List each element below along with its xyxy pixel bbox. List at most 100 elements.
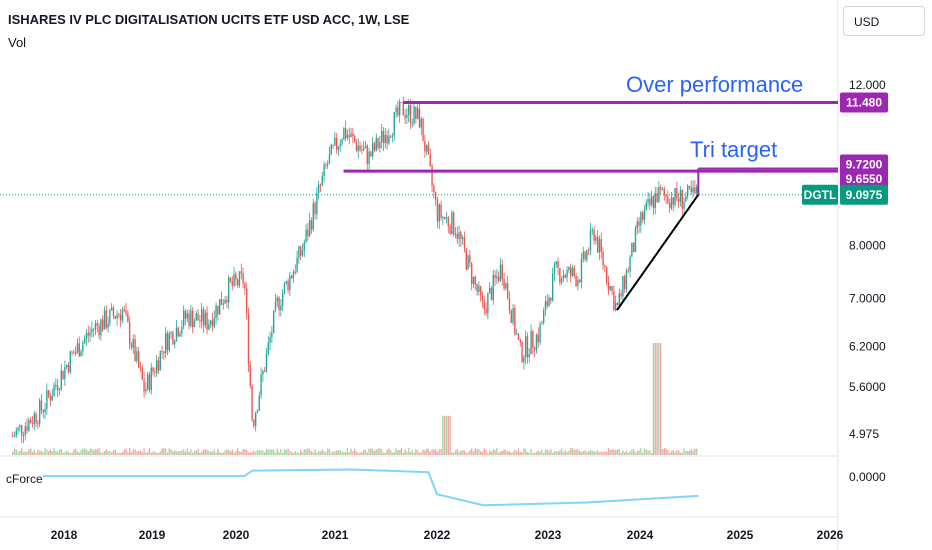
volume-bar xyxy=(551,452,554,455)
volume-bar xyxy=(64,452,66,455)
volume-bar xyxy=(118,452,120,455)
volume-bar xyxy=(96,449,98,455)
volume-bar xyxy=(256,450,259,455)
volume-bar xyxy=(145,452,147,455)
volume-bar xyxy=(400,448,403,455)
volume-bar xyxy=(627,452,629,455)
candle-body xyxy=(598,239,601,253)
candle-body xyxy=(269,337,271,343)
volume-bar xyxy=(316,452,318,455)
currency-selector[interactable]: USD xyxy=(843,6,925,36)
volume-bar xyxy=(154,451,156,455)
volume-bar xyxy=(650,452,653,455)
candle-body xyxy=(454,233,457,235)
volume-bar xyxy=(645,449,647,455)
candle-body xyxy=(182,310,185,327)
volume-bar xyxy=(575,449,577,455)
candle-body xyxy=(449,226,451,234)
candle-body xyxy=(62,370,64,380)
ticker-badge xyxy=(802,184,838,205)
candle-body xyxy=(476,284,478,292)
volume-bar xyxy=(595,451,597,455)
candle-body xyxy=(164,332,167,354)
volume-bar xyxy=(179,450,181,455)
candle-body xyxy=(159,351,161,371)
volume-bar xyxy=(132,449,134,455)
candle-body xyxy=(42,410,44,413)
candle-body xyxy=(227,277,230,303)
candle-body xyxy=(334,137,336,146)
candle-body xyxy=(532,331,534,348)
candle-body xyxy=(344,128,347,139)
volume-bar xyxy=(82,448,84,455)
volume-bar xyxy=(74,448,77,455)
candle-body xyxy=(636,221,638,229)
volume-bar xyxy=(604,451,606,455)
volume-bar xyxy=(470,448,473,455)
volume-bar xyxy=(287,448,289,455)
candle-body xyxy=(123,309,125,311)
volume-bar xyxy=(319,451,322,455)
volume-bar xyxy=(508,451,511,455)
candle-body xyxy=(13,435,16,437)
candle-body xyxy=(591,229,593,231)
volume-bar xyxy=(355,451,358,455)
candle-body xyxy=(528,354,530,358)
volume-bar xyxy=(641,452,644,455)
volume-bar xyxy=(76,451,79,455)
candle-body xyxy=(128,322,131,345)
candle-body xyxy=(470,263,473,285)
candle-body xyxy=(141,367,143,380)
candle-body xyxy=(605,267,608,283)
volume-bar xyxy=(652,343,655,455)
volume-bar xyxy=(51,451,53,455)
volume-bar xyxy=(112,450,115,455)
volume-bar xyxy=(499,451,502,455)
candle-body xyxy=(150,367,152,391)
candle-body xyxy=(506,283,509,299)
volume-bar xyxy=(397,450,399,455)
volume-bar xyxy=(357,452,359,455)
candle-body xyxy=(308,220,311,236)
volume-bar xyxy=(116,452,118,455)
volume-bar xyxy=(208,450,210,455)
volume-bar xyxy=(591,450,593,455)
volume-bar xyxy=(269,449,271,455)
volume-bar xyxy=(668,452,671,455)
candle-body xyxy=(649,198,651,205)
candle-body xyxy=(677,198,680,202)
x-tick-label: 2023 xyxy=(535,528,562,542)
volume-bar xyxy=(557,451,559,455)
candle-body xyxy=(287,280,289,291)
volume-bar xyxy=(524,449,527,455)
candle-body xyxy=(447,217,449,227)
candle-body xyxy=(397,107,399,116)
candle-body xyxy=(87,333,89,336)
volume-bar xyxy=(398,450,401,455)
volume-bar xyxy=(127,451,129,455)
candle-body xyxy=(490,287,493,300)
y-tick-label: 5.6000 xyxy=(849,380,886,394)
volume-bar xyxy=(326,448,329,455)
volume-bar xyxy=(676,450,678,455)
volume-bar xyxy=(314,449,316,455)
candle-body xyxy=(562,275,565,279)
volume-bar xyxy=(222,452,224,455)
ticker-badge-label: DGTL xyxy=(804,188,837,202)
candle-body xyxy=(424,141,426,152)
volume-bar xyxy=(217,448,219,455)
volume-bar xyxy=(483,448,485,455)
candle-body xyxy=(427,145,430,155)
volume-bar xyxy=(44,448,46,455)
price-badge-label: 11.480 xyxy=(846,96,882,110)
volume-bar xyxy=(458,451,460,455)
candle-body xyxy=(85,333,88,339)
candle-body xyxy=(512,308,514,323)
candle-body xyxy=(47,390,50,396)
candle-body xyxy=(197,313,199,321)
volume-bar xyxy=(361,452,363,455)
volume-bar xyxy=(632,449,635,455)
candle-body xyxy=(346,135,349,139)
candle-body xyxy=(263,370,266,372)
